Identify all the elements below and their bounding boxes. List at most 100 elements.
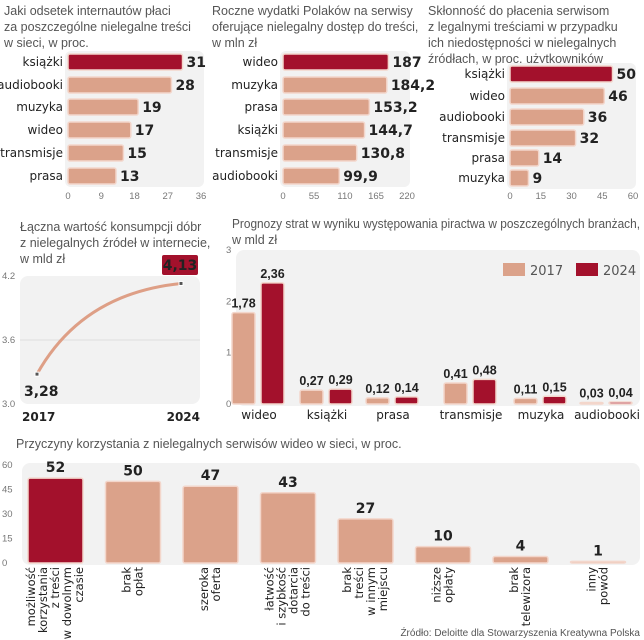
y-tick-label: 3.6 (2, 335, 15, 346)
category-label: wideo (241, 408, 277, 422)
bar (569, 560, 627, 564)
data-label: 28 (175, 78, 194, 94)
category-label: opłat (132, 567, 146, 597)
value-badge (162, 255, 198, 275)
data-label: 36 (588, 110, 607, 126)
category-label: z treści (48, 567, 62, 608)
chart-title: Jaki odsetek internautów płaci (4, 4, 171, 18)
category-label: powód (597, 567, 611, 605)
data-label: 1 (593, 543, 603, 559)
category-label: miejscu (376, 567, 390, 611)
category-label: muzyka (518, 408, 565, 422)
x-tick-label: 18 (129, 191, 140, 202)
chart-title: ich niedostępności w nielegalnych (428, 36, 616, 50)
category-label: transmisje (0, 146, 63, 160)
bar (67, 144, 125, 162)
category-label: wideo (243, 55, 279, 69)
source-note: Źródło: Deloitte dla Stowarzyszenia Krea… (400, 626, 640, 639)
y-tick-label: 2 (226, 296, 231, 307)
bar (328, 388, 353, 405)
bar (260, 282, 285, 405)
chart-title: Skłonność do płacenia serwisom (428, 4, 609, 18)
data-label: 19 (142, 100, 161, 116)
data-label: 187 (392, 55, 421, 71)
bar (182, 485, 239, 564)
data-label: 1,78 (231, 297, 255, 311)
category-label: prasa (29, 169, 63, 183)
bar (67, 121, 132, 139)
bar (67, 98, 139, 116)
category-label: wideo (28, 123, 64, 137)
bar (27, 477, 84, 564)
bar (282, 76, 388, 94)
data-label: 99,9 (343, 169, 378, 185)
plot-background (65, 51, 204, 187)
category-label: oferta (209, 567, 223, 601)
x-tick-label: 55 (309, 191, 320, 202)
y-tick-label: 0 (2, 558, 7, 569)
chart-title: z nielegalnych źródeł w internecie, (20, 236, 210, 250)
category-label: audiobooki (0, 78, 63, 92)
bar (414, 545, 472, 564)
bar (509, 65, 614, 83)
data-label: 13 (120, 169, 139, 185)
data-label: 9 (532, 171, 542, 187)
data-label: 17 (135, 123, 154, 139)
category-label: audiobooki (212, 169, 278, 183)
bar (472, 378, 497, 405)
data-label: 3,28 (24, 384, 59, 400)
series-line (35, 281, 182, 375)
category-label: audiobooki (574, 408, 640, 422)
legend-swatch (503, 263, 525, 276)
data-label: 0,29 (328, 373, 352, 387)
category-label: transmisje (442, 131, 505, 145)
category-label: prasa (471, 151, 505, 165)
y-tick-label: 60 (2, 460, 13, 471)
data-label: 144,7 (369, 123, 413, 139)
data-label: 15 (127, 146, 146, 162)
bar (443, 382, 468, 405)
bar (337, 518, 394, 564)
chart-title: Roczne wydatki Polaków na serwisy (212, 4, 414, 18)
category-label: i szybkość (275, 567, 289, 626)
y-tick-label: 30 (2, 509, 13, 520)
category-label: inny (585, 567, 599, 592)
bar (299, 389, 324, 405)
data-point (178, 280, 184, 286)
category-label: wideo (470, 89, 506, 103)
category-label: w dowolnym (60, 567, 74, 639)
bar (67, 167, 117, 185)
data-label: 31 (187, 55, 206, 71)
bar (492, 555, 549, 564)
x-tick-label: 30 (566, 191, 577, 202)
data-label: 4 (516, 538, 526, 554)
data-label: 14 (543, 151, 563, 167)
bar (282, 53, 390, 71)
y-tick-label: 1 (226, 348, 231, 359)
chart-title: źródłach, w proc. użytkowników (428, 52, 604, 66)
x-tick-label: 27 (162, 191, 173, 202)
x-tick-label: 0 (65, 191, 70, 202)
bar (509, 149, 540, 167)
category-label: książki (23, 55, 63, 69)
bar (282, 121, 366, 139)
category-label: muzyka (231, 78, 278, 92)
data-label: 46 (608, 89, 627, 105)
bar (509, 129, 577, 147)
bar (579, 401, 604, 405)
chart-title: Prognozy strat w wyniku występowania pir… (232, 217, 640, 231)
category-label: opłaty (442, 567, 456, 603)
bar (67, 53, 184, 71)
bar (509, 108, 585, 126)
data-label: 153,2 (373, 100, 417, 116)
bar (231, 311, 256, 405)
category-label: czasie (72, 567, 86, 603)
x-tick-label: 2017 (22, 410, 55, 424)
bar (282, 167, 341, 185)
bar (365, 397, 390, 405)
data-label: 0,04 (608, 386, 632, 400)
plot-background (280, 51, 410, 187)
category-label: telewizora (519, 567, 533, 626)
plot-background (22, 463, 640, 565)
x-tick-label: 0 (280, 191, 285, 202)
